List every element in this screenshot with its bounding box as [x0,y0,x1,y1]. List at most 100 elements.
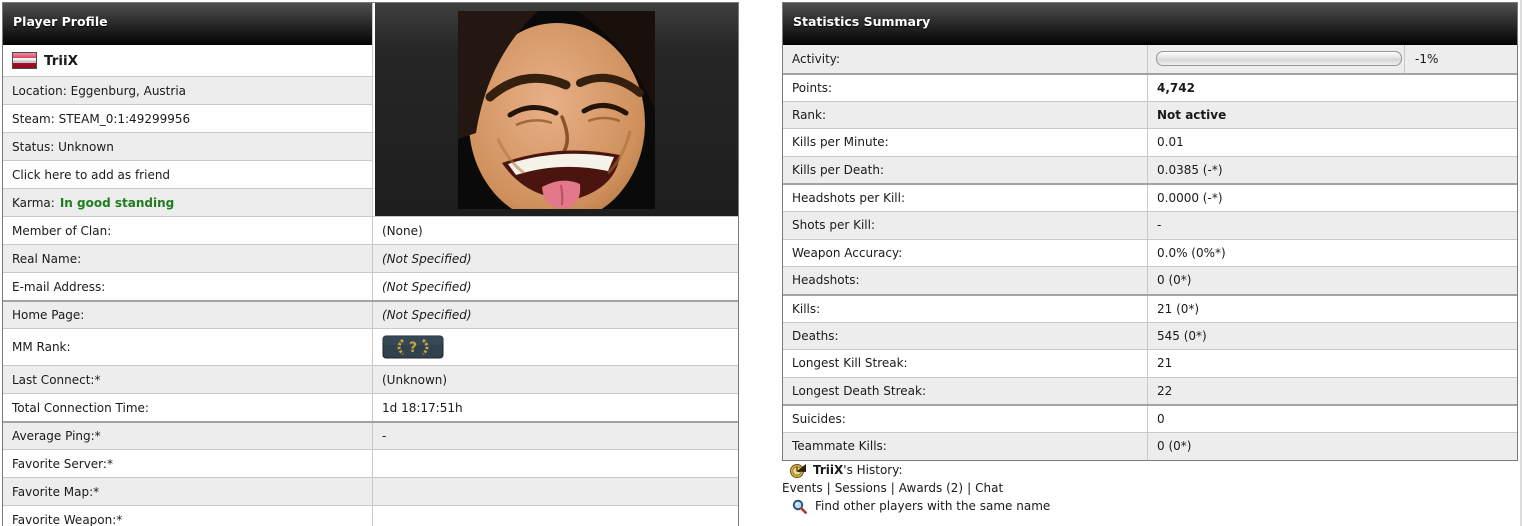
austria-flag-icon [12,52,37,69]
find-players-link[interactable]: Find other players with the same name [815,499,1051,513]
svg-text:?: ? [409,340,417,356]
activity-progress-bar [1156,51,1402,67]
table-row: Longest Kill Streak: 21 [783,349,1517,377]
player-profile-panel: Player Profile TriiX Location: Eggenburg… [2,2,739,526]
table-row: Kills per Minute: 0.01 [783,128,1517,156]
table-row: Kills: 21 (0*) [783,293,1517,322]
mm-rank-row: MM Rank: ? [3,328,738,365]
table-row: Longest Death Streak: 22 [783,376,1517,404]
karma-row: Karma: In good standing [3,188,372,216]
table-row: Deaths: 545 (0*) [783,321,1517,349]
history-links: Events | Sessions | Awards (2) | Chat [782,480,1518,497]
karma-value: In good standing [59,195,175,210]
history-player-name: TriiX [813,463,844,477]
link-separator: | [967,481,972,495]
row-label: Total Connection Time: [3,394,373,421]
row-value: 0.0385 (-*) [1157,162,1223,177]
steam-id-row: Steam: STEAM_0:1:49299956 [3,104,372,132]
table-row: Points: 4,742 [783,72,1517,101]
scrollbar-edge [1520,0,1522,526]
location-text: Location: Eggenburg, Austria [12,83,186,98]
table-row: Weapon Accuracy: 0.0% (0%*) [783,238,1517,266]
profile-details: Member of Clan: (None) Real Name: (Not S… [3,216,738,526]
activity-row: Activity: -1% [783,45,1517,73]
row-value: 4,742 [1157,80,1195,95]
row-value: 0 (0*) [1157,439,1192,454]
table-row: Suicides: 0 [783,404,1517,432]
table-row: Last Connect:* (Unknown) [3,365,738,393]
table-row: Teammate Kills: 0 (0*) [783,432,1517,460]
row-label: Headshots: [783,267,1148,294]
player-photo-cell [373,3,738,216]
table-row: Real Name: (Not Specified) [3,244,738,272]
history-suffix: 's History: [843,463,903,477]
table-row: Kills per Death: 0.0385 (-*) [783,155,1517,183]
row-value [373,478,738,505]
table-row: Member of Clan: (None) [3,216,738,244]
link-separator: | [890,481,895,495]
row-label: Kills per Minute: [783,129,1148,156]
status-text: Status: Unknown [12,139,114,154]
row-value: 22 [1157,383,1173,398]
search-icon[interactable] [792,499,807,514]
add-friend-row: Click here to add as friend [3,160,372,188]
row-label: Teammate Kills: [783,433,1148,460]
history-title-line: TriiX's History: [782,462,1518,479]
row-label: Headshots per Kill: [783,185,1148,211]
row-value: 0 [1157,412,1165,426]
row-label: Kills: [783,295,1148,322]
row-value: - [1157,218,1162,233]
row-value [373,450,738,477]
row-value: 545 (0*) [1157,328,1207,343]
row-label: Favorite Server:* [3,450,373,477]
row-value [373,506,738,526]
row-value: 0.0000 (-*) [1157,191,1223,205]
row-value: Not active [1157,107,1227,122]
table-row: Total Connection Time: 1d 18:17:51h [3,393,738,421]
row-label: Favorite Weapon:* [3,506,373,526]
row-label: Average Ping:* [3,423,373,449]
player-history-section: TriiX's History: Events | Sessions | Awards … [782,462,1518,515]
history-link-awards[interactable]: Awards (2) [898,481,964,495]
row-value: - [382,429,387,443]
table-row: E-mail Address: (Not Specified) [3,272,738,300]
karma-label: Karma: [12,195,55,210]
history-link-sessions[interactable]: Sessions [834,481,887,495]
row-label: Rank: [783,101,1148,128]
activity-value-cell: -1% [1148,45,1517,73]
profile-info-column: Player Profile TriiX Location: Eggenburg… [3,3,373,216]
row-value: 0.0% (0%*) [1157,245,1226,260]
history-clock-icon [790,463,806,478]
row-value: 0 (0*) [1157,273,1192,288]
add-friend-link[interactable]: Click here to add as friend [12,167,171,182]
table-row: Rank: Not active [783,100,1517,128]
player-name-row: TriiX [3,45,372,76]
history-link-events[interactable]: Events [782,481,823,495]
row-label: Shots per Kill: [783,212,1148,239]
row-label: Weapon Accuracy: [783,239,1148,266]
mm-rank-value: ? [373,329,738,365]
row-label: Last Connect:* [3,366,373,393]
row-label: Kills per Death: [783,156,1148,183]
row-label: Longest Kill Streak: [783,350,1148,377]
table-row: Average Ping:* - [3,421,738,449]
row-value: (Not Specified) [382,251,472,266]
row-label: E-mail Address: [3,273,373,300]
table-row: Headshots: 0 (0*) [783,266,1517,294]
row-label: Deaths: [783,322,1148,349]
status-row: Status: Unknown [3,132,372,160]
row-label: Suicides: [783,406,1148,432]
row-value: 0.01 [1157,135,1184,150]
statistics-summary-panel: Statistics Summary Activity: -1% Points:… [782,2,1518,461]
steam-id-text: Steam: STEAM_0:1:49299956 [12,111,191,126]
row-value: (Not Specified) [382,279,472,294]
player-photo [458,10,655,209]
row-label: MM Rank: [3,329,373,365]
row-value: (None) [382,223,423,238]
row-value: 21 (0*) [1157,301,1200,316]
row-value: 1d 18:17:51h [382,400,463,415]
link-separator: | [826,481,831,495]
history-link-chat[interactable]: Chat [975,481,1004,495]
row-label: Real Name: [3,245,373,272]
